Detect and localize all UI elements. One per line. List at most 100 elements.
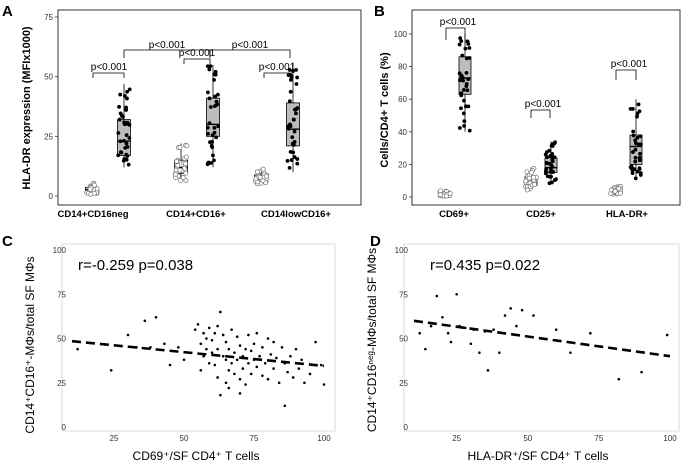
data-point [460, 53, 465, 58]
scatter-point [216, 347, 219, 351]
panel-c: C r=-0.259 p=0.038 CD69⁺/SF CD4⁺ T cells… [2, 233, 336, 463]
scatter-point [455, 292, 458, 296]
scatter-point [210, 351, 214, 354]
y-tick-label: 75 [44, 13, 53, 22]
data-point [127, 87, 132, 92]
x-tick-label: 75 [250, 434, 259, 443]
scatter-point [486, 369, 490, 372]
box-unstimulated [608, 183, 624, 197]
y-tick-label: 0 [62, 423, 67, 432]
data-point [465, 88, 470, 93]
data-point [616, 186, 622, 192]
trend-line [71, 339, 325, 368]
scatter-point [289, 354, 292, 358]
panel-label-c: C [2, 233, 13, 250]
data-point [264, 173, 270, 179]
scatter-point [263, 361, 267, 365]
p-value-label: p<0.001 [525, 99, 562, 110]
x-tick-label: 100 [663, 434, 677, 443]
scatter-point [277, 381, 281, 385]
y-tick-label: 100 [53, 246, 67, 255]
data-point [549, 180, 554, 185]
data-point [461, 111, 466, 116]
y-tick-label: 50 [57, 335, 66, 344]
scatter-point [224, 340, 228, 344]
scatter-point [202, 354, 205, 358]
data-point [177, 167, 183, 173]
data-point [124, 152, 129, 157]
panel-a-frame [57, 9, 362, 206]
scatter-point [207, 361, 211, 365]
scatter-point [532, 314, 535, 317]
data-point [463, 46, 468, 51]
scatter-point [503, 314, 507, 317]
data-point [462, 98, 466, 103]
scatter-point [515, 324, 518, 328]
scatter-point [207, 326, 211, 330]
scatter-point [247, 361, 250, 365]
scatter-point [238, 392, 242, 395]
data-point [210, 139, 215, 144]
panel-label-a: A [2, 3, 13, 20]
box-unstimulated [172, 142, 190, 183]
scatter-point [230, 361, 233, 365]
data-point [216, 92, 220, 97]
data-point [464, 56, 469, 61]
bracket [615, 69, 637, 80]
y-tick-label: 20 [398, 160, 407, 169]
data-point [466, 104, 471, 109]
data-point [294, 82, 299, 86]
data-point [637, 166, 642, 171]
panel-a-category-label: CD14lowCD16+ [261, 209, 331, 220]
y-tick-label: 40 [398, 128, 407, 137]
scatter-point [227, 347, 231, 351]
data-point [553, 140, 557, 145]
data-point [207, 96, 212, 101]
data-point [212, 130, 217, 135]
data-point [124, 141, 129, 146]
scatter-point [266, 377, 270, 381]
scatter-point [205, 337, 208, 340]
data-point [462, 88, 466, 92]
scatter-point [303, 381, 306, 385]
scatter-point [219, 393, 222, 397]
data-point [292, 140, 297, 144]
data-point [212, 125, 217, 130]
scatter-point [266, 337, 270, 340]
data-point [464, 70, 469, 75]
data-point [211, 153, 215, 158]
scatter-point [569, 351, 572, 354]
data-point [543, 171, 548, 176]
scatter-point [244, 383, 247, 386]
panel-c-frame [61, 243, 336, 432]
data-point [183, 178, 189, 183]
data-point [207, 67, 212, 72]
y-tick-label: 80 [398, 63, 407, 72]
panel-a-categories: CD14+CD16neg CD14+CD16+ CD14lowCD16+ [57, 209, 331, 220]
y-tick-label: 25 [44, 132, 53, 141]
scatter-point [196, 323, 200, 326]
data-point [633, 159, 638, 164]
scatter-point [221, 333, 225, 337]
data-point [116, 153, 121, 158]
x-tick-label: 75 [594, 434, 603, 443]
y-tick-label: 25 [399, 379, 408, 388]
scatter-point [193, 328, 197, 331]
panel-label-b: B [374, 3, 385, 20]
scatter-point [177, 346, 180, 349]
scatter-point [210, 338, 214, 342]
scatter-point [163, 342, 166, 346]
data-point [254, 169, 260, 175]
panel-c-y-axis-title: CD14⁺CD16⁺-MΦs/total SF MΦs [23, 256, 37, 433]
scatter-point [269, 353, 273, 356]
scatter-point [308, 372, 312, 376]
data-point [290, 135, 295, 140]
data-point [294, 68, 298, 72]
data-point [635, 111, 640, 116]
data-point [118, 150, 123, 155]
box-stimulated [543, 140, 558, 186]
box-unstimulated [523, 166, 539, 193]
data-point [457, 42, 462, 47]
scatter-point [469, 342, 473, 346]
panel-a-boxes [84, 62, 300, 197]
